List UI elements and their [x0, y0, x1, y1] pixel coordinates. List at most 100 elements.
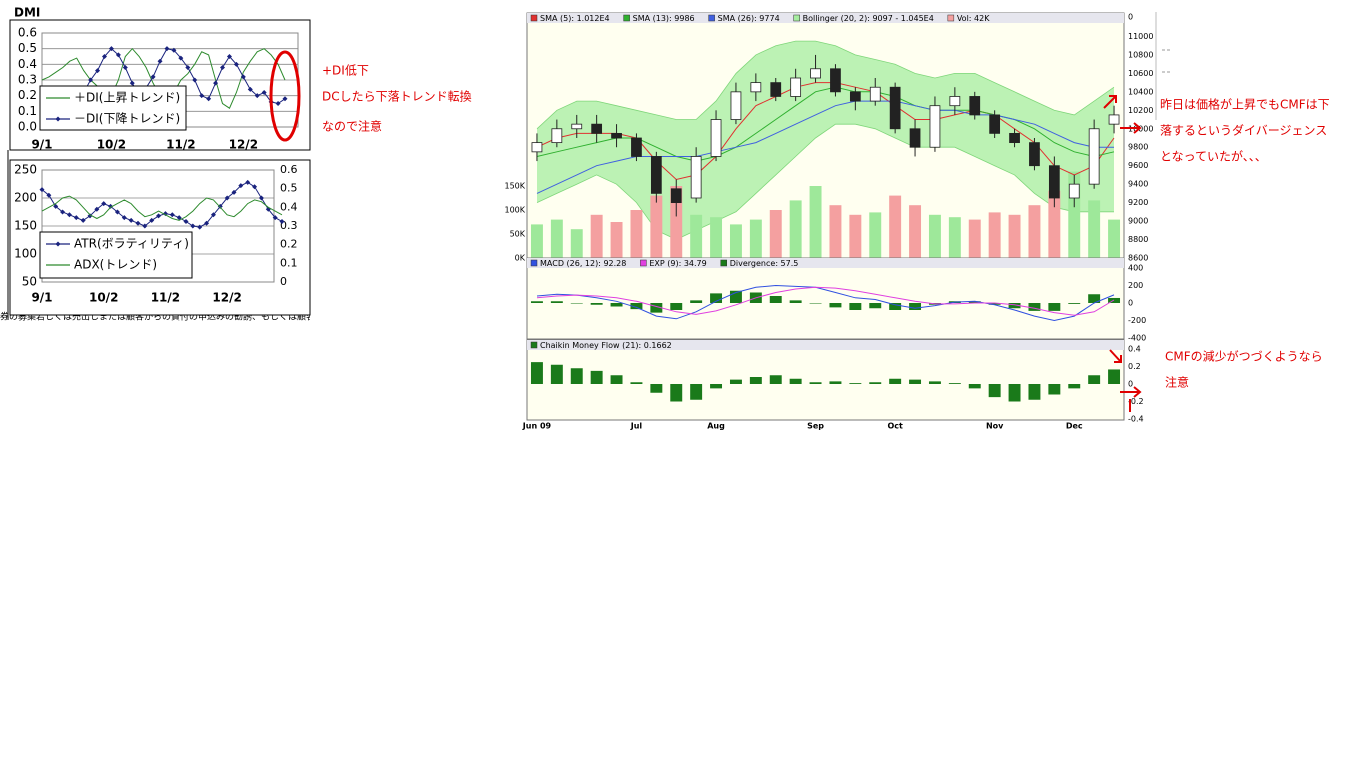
bar [530, 224, 543, 258]
point-marker [224, 195, 230, 201]
series-line [536, 40, 1115, 130]
bar [1028, 384, 1041, 400]
bar [650, 303, 663, 313]
legend-label: SMA (26): 9774 [718, 14, 780, 23]
bar [650, 384, 663, 393]
y-tick-label: 0.2 [18, 88, 37, 102]
bar [948, 217, 961, 258]
bar [1088, 200, 1101, 258]
point-marker [73, 215, 79, 221]
bar [849, 303, 862, 310]
point-marker [178, 55, 184, 61]
y-tick-label: 100K [504, 206, 525, 215]
point-marker [128, 217, 134, 223]
point-marker [254, 93, 260, 99]
y-tick-label: 0.1 [280, 256, 298, 269]
bar [1048, 384, 1061, 395]
bar [590, 303, 603, 305]
y-tick-label: -200 [1128, 316, 1146, 325]
y-tick-label: 10000 [1128, 124, 1153, 133]
point-marker [199, 93, 205, 99]
point-marker [95, 68, 101, 74]
y-tick-label: 0.5 [18, 41, 37, 55]
point-marker [220, 64, 226, 70]
candle-body [889, 86, 901, 130]
bar [869, 382, 882, 384]
bar [849, 383, 862, 384]
candle-body [750, 82, 762, 93]
point-marker [282, 96, 288, 102]
legend-label: SMA (5): 1.012E4 [540, 14, 610, 23]
point-marker [252, 184, 258, 190]
bar [829, 303, 842, 308]
annotation: 注意 [1165, 375, 1189, 390]
point-marker [66, 212, 72, 218]
bar [670, 186, 683, 258]
legend-label: SMA (13): 9986 [633, 14, 695, 23]
annotation: DCしたら下落トレンド転換 [322, 90, 472, 104]
bar [988, 212, 1001, 258]
point-marker [192, 77, 198, 83]
point-marker [87, 213, 93, 219]
candle-body [551, 128, 563, 144]
point-marker [46, 192, 52, 198]
bar [610, 303, 623, 307]
chart: DMI 0.0 0.1 0.20.3 0.4 0.50.6 9/1 10/2 11/2 12/2 ＋… [9, 6, 311, 152]
bar [1028, 205, 1041, 258]
y-tick-label: 0.4 [280, 200, 298, 213]
candle-body [1088, 128, 1100, 185]
candle-body [969, 96, 981, 116]
bar [1028, 303, 1041, 311]
bar [630, 210, 643, 258]
bar [570, 229, 583, 258]
point-marker [204, 220, 210, 226]
point-marker [114, 209, 120, 215]
bar [650, 195, 663, 258]
bar [1068, 171, 1081, 258]
y-tick-label: 0.2 [1128, 362, 1141, 371]
candle-body [770, 82, 782, 97]
candle-body [1048, 165, 1060, 199]
panel-bg [526, 339, 1125, 421]
legend-marker [55, 116, 61, 122]
arrow [1103, 95, 1117, 109]
y-tick-label: 250 [14, 163, 37, 177]
bar [690, 214, 703, 258]
arrow [1120, 122, 1142, 134]
bar [789, 300, 802, 303]
y-tick-label: 0.4 [1128, 345, 1141, 354]
series-line [536, 123, 1114, 240]
point-marker [101, 54, 107, 59]
y-tick-label: 50K [510, 230, 526, 239]
point-marker [142, 223, 148, 229]
point-marker [80, 217, 86, 223]
candle-body [650, 156, 662, 194]
point-marker [206, 96, 212, 102]
bar [1048, 190, 1061, 258]
candle-body [929, 105, 941, 148]
y-tick-label: 8600 [1128, 254, 1148, 263]
bar [948, 383, 961, 384]
x-tick-label: Oct [887, 422, 903, 431]
point-marker [94, 206, 100, 212]
bar [1108, 369, 1121, 384]
series-line [536, 286, 1115, 316]
legend-label: －DI(下降トレンド) [74, 112, 180, 126]
point-marker [240, 74, 246, 80]
x-tick-label: 10/2 [89, 291, 118, 305]
legend-label: ATR(ボラティリティ) [74, 237, 189, 251]
y-tick-label: 0.0 [18, 120, 37, 134]
point-marker [272, 215, 278, 221]
point-marker [149, 217, 155, 223]
bar [829, 381, 842, 384]
y-tick-label: 10400 [1128, 87, 1153, 96]
bar [1088, 375, 1101, 384]
y-tick-label: 9600 [1128, 161, 1148, 170]
point-marker [121, 215, 127, 221]
point-marker [275, 101, 281, 106]
annotation: CMFの減少がつづくようなら [1165, 349, 1323, 364]
point-marker [190, 223, 196, 229]
bar [630, 382, 643, 384]
point-marker [156, 213, 162, 219]
legend-strip [527, 258, 1124, 268]
